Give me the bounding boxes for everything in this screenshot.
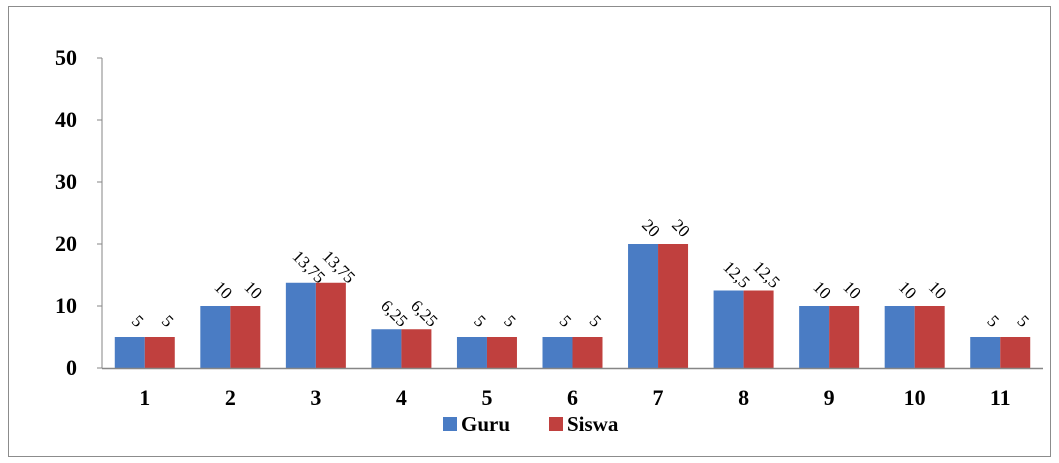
bar-siswa [572,337,603,368]
x-tick-label: 6 [567,385,578,410]
data-label: 5 [128,311,147,330]
data-label: 13,75 [319,247,359,287]
y-tick-label: 40 [55,107,77,132]
x-tick-label: 5 [481,385,492,410]
bar-siswa [914,306,945,368]
legend-swatch [549,417,563,431]
data-label: 5 [158,311,177,330]
bar-siswa [315,282,346,368]
bar-guru [114,337,145,368]
data-label: 10 [895,277,920,302]
bar-guru [713,290,744,368]
data-label: 6,25 [377,296,411,330]
x-tick-label: 8 [738,385,749,410]
data-label: 20 [668,215,693,240]
y-tick-label: 0 [66,355,77,380]
y-tick-label: 30 [55,169,77,194]
data-label: 20 [638,215,663,240]
x-tick-label: 1 [139,385,150,410]
data-label: 10 [925,277,950,302]
data-label: 10 [240,277,265,302]
legend-item-siswa: Siswa [549,412,619,436]
bar-siswa [401,329,432,368]
y-tick-label: 10 [55,293,77,318]
data-label: 5 [586,311,605,330]
bar-siswa [486,337,517,368]
legend-label: Siswa [567,412,619,436]
bar-guru [628,244,659,368]
x-tick-label: 9 [824,385,835,410]
y-tick-label: 20 [55,231,77,256]
data-label: 13,75 [289,247,329,287]
data-label: 5 [983,311,1002,330]
bar-siswa [230,306,261,368]
data-label: 5 [500,311,519,330]
x-tick-label: 4 [396,385,407,410]
data-label: 10 [839,277,864,302]
data-label: 5 [1013,311,1032,330]
bar-siswa [743,290,774,368]
data-label: 10 [210,277,235,302]
bar-guru [970,337,1001,368]
x-tick-label: 10 [904,385,926,410]
data-label: 12,5 [749,257,783,291]
bar-guru [371,329,402,368]
bar-guru [200,306,231,368]
x-tick-label: 7 [653,385,664,410]
legend-label: Guru [461,412,510,436]
bar-siswa [658,244,689,368]
data-label: 6,25 [407,296,441,330]
bar-guru [542,337,573,368]
bar-siswa [829,306,860,368]
bar-guru [799,306,830,368]
bar-siswa [144,337,175,368]
data-label: 5 [556,311,575,330]
bar-guru [456,337,487,368]
data-label: 5 [470,311,489,330]
x-tick-label: 2 [225,385,236,410]
chart-border [8,6,1051,457]
x-tick-label: 11 [990,385,1011,410]
legend-item-guru: Guru [443,412,510,436]
bar-guru [285,282,316,368]
x-tick-label: 3 [310,385,321,410]
bar-siswa [1000,337,1031,368]
bar-guru [884,306,915,368]
data-label: 10 [809,277,834,302]
data-label: 12,5 [719,257,753,291]
y-tick-label: 50 [55,45,77,70]
legend-swatch [443,417,457,431]
